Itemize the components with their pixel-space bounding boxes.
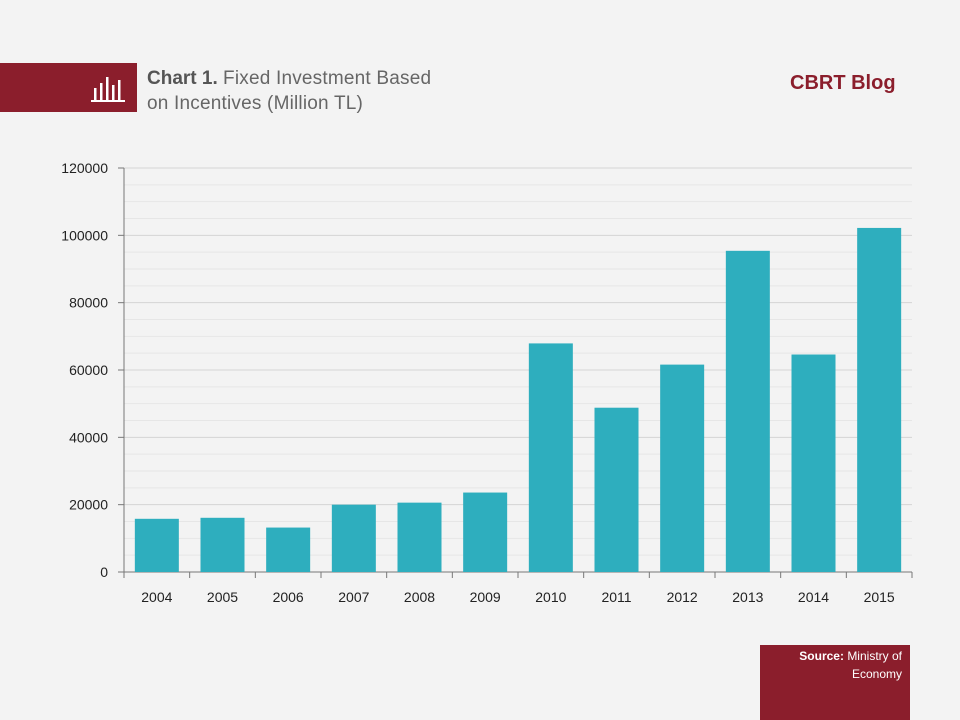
bar-2012 [660,364,705,572]
source-label: Source: [799,649,844,663]
chart-title-line1: Fixed Investment Based [223,68,432,89]
bar-2009 [463,492,508,572]
bar-chart-icon [91,77,125,102]
x-tick-label: 2009 [470,589,501,605]
x-tick-label: 2015 [864,589,895,605]
bar-2005 [200,517,245,572]
bar-2010 [528,343,573,572]
source-note: Source: Ministry of Economy [760,645,910,720]
y-tick-label: 0 [100,564,108,580]
bar-2006 [266,527,311,572]
bar-2013 [725,250,770,572]
x-tick-label: 2005 [207,589,238,605]
y-tick-label: 60000 [69,362,108,378]
x-tick-label: 2013 [732,589,763,605]
x-tick-label: 2008 [404,589,435,605]
bar-2011 [594,407,639,572]
x-tick-label: 2010 [535,589,566,605]
x-tick-label: 2006 [273,589,304,605]
brand-name: CBRT Blog [790,72,896,94]
chart-title: Chart 1. Fixed Investment Based on Incen… [147,66,527,116]
y-tick-label: 120000 [61,160,108,176]
y-tick-label: 40000 [69,429,108,445]
chart-title-line2: on Incentives (Million TL) [147,93,364,114]
y-tick-label: 80000 [69,295,108,311]
x-tick-label: 2007 [338,589,369,605]
bar-2014 [791,354,836,572]
x-tick-label: 2014 [798,589,829,605]
chart-number: Chart 1. [147,68,218,89]
x-tick-label: 2012 [667,589,698,605]
y-tick-label: 100000 [61,227,108,243]
y-tick-label: 20000 [69,497,108,513]
bar-2007 [331,504,376,572]
x-tick-label: 2004 [141,589,172,605]
source-line2: Economy [851,667,902,681]
bar-2004 [134,518,179,572]
bar-2015 [857,227,902,572]
header-accent-band [0,63,137,112]
x-tick-label: 2011 [601,589,631,605]
bar-2008 [397,502,442,572]
source-line1: Ministry of [847,649,902,663]
